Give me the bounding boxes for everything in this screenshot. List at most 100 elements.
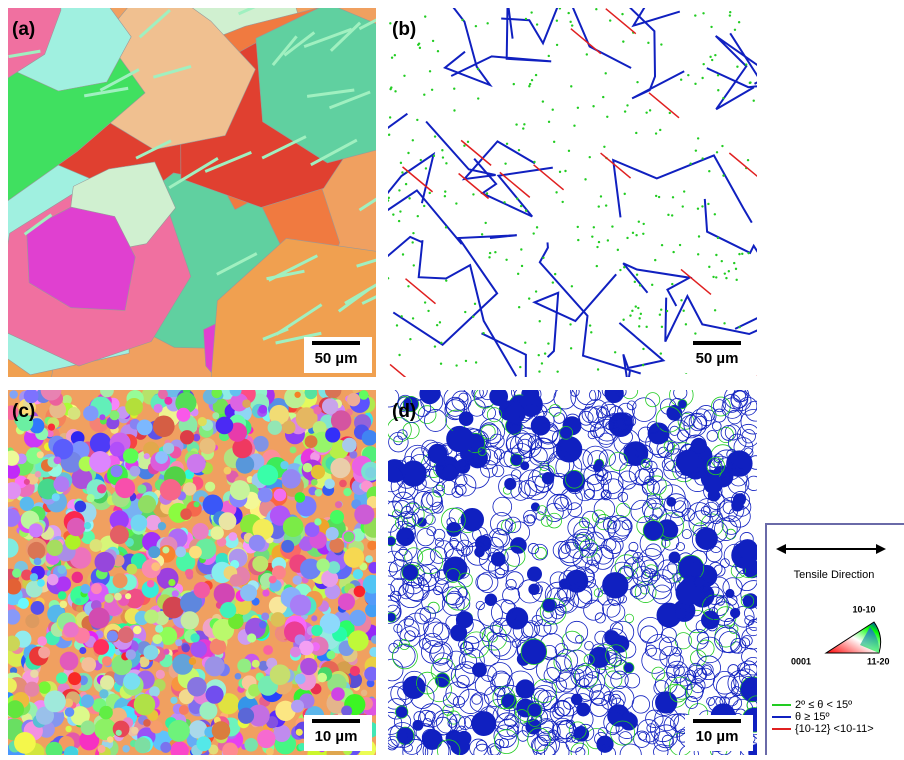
low-angle [606, 115, 609, 119]
grain [464, 636, 480, 652]
low-angle [567, 11, 570, 15]
grain [582, 569, 595, 582]
grain [631, 583, 648, 600]
grain [388, 725, 408, 748]
grain [718, 631, 741, 654]
low-angle [741, 252, 744, 256]
grain [52, 438, 74, 460]
grain [490, 672, 514, 696]
grain [568, 721, 587, 740]
grain [18, 597, 29, 609]
grain [441, 580, 468, 606]
grain [8, 609, 21, 625]
grain [536, 727, 557, 747]
low-angle [488, 256, 491, 259]
grain [565, 470, 584, 489]
grain [435, 482, 445, 492]
grain [259, 620, 267, 629]
grain [331, 687, 345, 701]
grain [446, 521, 462, 537]
grain [343, 531, 355, 543]
grain [537, 689, 558, 711]
grain [666, 664, 680, 678]
grain [312, 420, 327, 435]
low-angle [716, 236, 720, 240]
grain [606, 603, 626, 622]
grain [545, 599, 557, 612]
grain [641, 569, 651, 579]
low-angle [735, 278, 738, 282]
grain [26, 206, 136, 311]
grain [146, 579, 155, 588]
grain [100, 675, 115, 690]
grain [631, 556, 658, 582]
grain [34, 471, 42, 478]
twin [8, 49, 41, 59]
grain [717, 457, 734, 474]
low-angle [519, 365, 522, 369]
grain [551, 429, 570, 448]
twin [605, 8, 637, 35]
grain [531, 614, 543, 627]
grain [668, 551, 681, 564]
low-angle [588, 155, 591, 159]
grain [618, 429, 633, 445]
grain [637, 426, 654, 443]
low-angle [461, 18, 464, 22]
grain [399, 626, 421, 648]
low-angle [597, 240, 601, 244]
grain [534, 547, 547, 560]
grain [527, 543, 539, 555]
grain [681, 529, 692, 540]
grain [247, 633, 257, 643]
grain [608, 405, 624, 421]
grain [400, 506, 414, 519]
grain [324, 390, 342, 399]
grain [504, 477, 517, 491]
twin [356, 258, 376, 268]
grain [605, 657, 628, 680]
boundary [631, 8, 681, 28]
grain [157, 521, 167, 531]
low-angle [633, 280, 637, 284]
grain [216, 537, 227, 547]
low-angle [634, 305, 637, 308]
grain [708, 696, 724, 712]
low-angle [667, 213, 670, 217]
grain [605, 644, 627, 667]
low-angle [626, 236, 629, 240]
grain [520, 638, 548, 665]
grain [205, 685, 224, 704]
grain [16, 414, 34, 432]
grain [446, 517, 456, 527]
grain [46, 539, 63, 557]
grain [565, 533, 591, 559]
low-angle [641, 363, 645, 367]
low-angle [464, 310, 467, 314]
grain [314, 488, 323, 497]
twin [361, 295, 376, 305]
low-angle [635, 273, 639, 276]
low-angle [400, 315, 403, 318]
grain [630, 499, 654, 524]
grain [593, 588, 604, 598]
grain [430, 641, 453, 664]
grain [162, 546, 170, 554]
grain [125, 649, 137, 660]
grain [526, 566, 542, 582]
grain [714, 626, 741, 653]
low-angle [654, 194, 658, 198]
grain [402, 739, 429, 755]
grain [592, 463, 602, 473]
twin [600, 152, 632, 179]
low-angle [595, 264, 599, 268]
low-angle [561, 200, 564, 204]
grain [675, 449, 700, 474]
grain [339, 479, 347, 488]
low-angle [444, 226, 448, 229]
low-angle [390, 56, 394, 59]
grain [708, 576, 730, 598]
grain [491, 529, 511, 548]
low-angle [737, 21, 741, 24]
low-angle [435, 323, 439, 327]
